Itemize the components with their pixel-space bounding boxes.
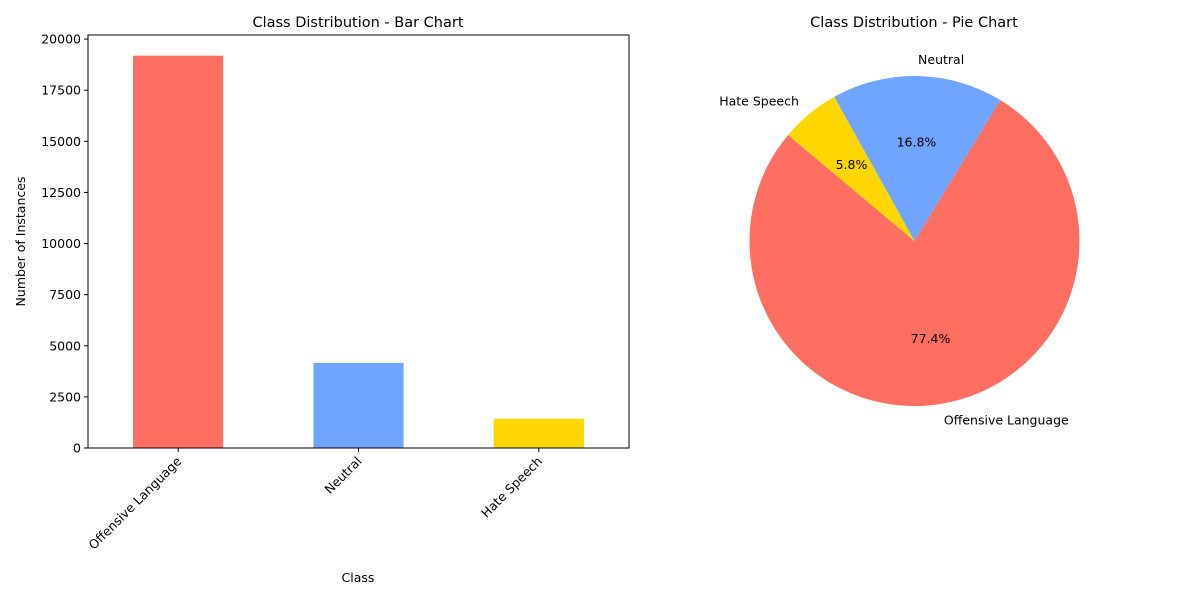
pie-slice-neutral [834, 76, 1001, 241]
pie-slice-hate-speech [788, 96, 915, 241]
pie-chart-title: Class Distribution - Pie Chart [810, 15, 1018, 31]
pie-label: Offensive Language [944, 413, 1069, 428]
pie-chart: Class Distribution - Pie Chart Offensive… [719, 15, 1080, 428]
bar-offensive-language [133, 55, 224, 449]
y-tick-label: 2500 [49, 389, 81, 404]
bar-x-axis: Offensive Language Neutral Hate Speech [85, 448, 545, 552]
x-tick-label: Offensive Language [85, 453, 184, 552]
pie-pct-label: 5.8% [836, 157, 868, 172]
bar-hate-speech [493, 418, 584, 448]
bar-chart-title: Class Distribution - Bar Chart [252, 15, 463, 31]
y-tick-label: 12500 [41, 185, 81, 200]
y-tick-label: 20000 [41, 32, 81, 47]
bar-neutral [313, 362, 404, 448]
bar-chart: Class Distribution - Bar Chart 0 2500 5000… [13, 15, 630, 585]
y-tick-label: 15000 [41, 134, 81, 149]
x-tick-label: Hate Speech [478, 454, 545, 521]
x-tick-label: Neutral [321, 454, 364, 497]
pie-pct-label: 77.4% [911, 331, 951, 346]
bar-y-axis-label: Number of Instances [13, 177, 28, 307]
pie-pct-label: 16.8% [897, 135, 937, 150]
y-tick-label: 7500 [49, 287, 81, 302]
y-tick-label: 0 [73, 441, 81, 456]
pie-slice-offensive-language [749, 100, 1080, 406]
pie-label: Neutral [918, 52, 964, 67]
bar-x-axis-label: Class [342, 570, 375, 585]
y-tick-label: 10000 [41, 236, 81, 251]
pie-group: Offensive Language 77.4% Neutral 16.8% Hate … [719, 52, 1080, 428]
y-tick-label: 17500 [41, 83, 81, 98]
bar-group [133, 55, 584, 449]
y-tick-label: 5000 [49, 338, 81, 353]
bar-y-axis: 0 2500 5000 7500 10000 12500 15000 17500 20000 [41, 32, 88, 456]
pie-label: Hate Speech [719, 94, 799, 109]
